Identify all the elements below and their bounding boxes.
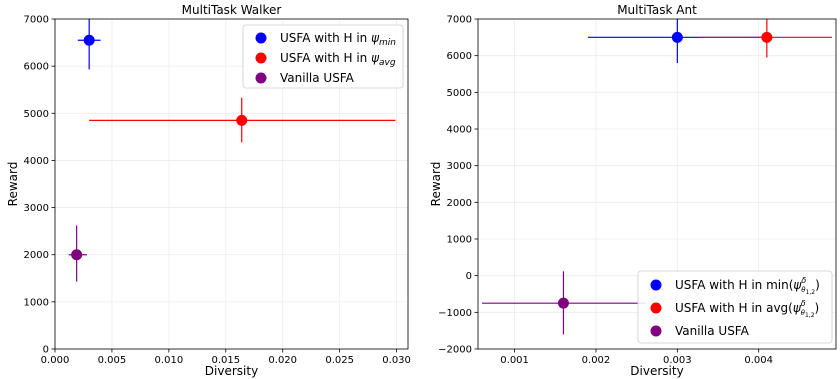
x-tick-label: 0.020 [268, 355, 297, 366]
ant-chart-panel: 0.001 0.002 0.003 0.004 −2000 −1000 0 1000 2000 3… [429, 3, 837, 378]
y-tick-label: 0 [466, 271, 472, 282]
y-tick-label: 3000 [24, 203, 49, 214]
y-tick-label: 6000 [447, 51, 472, 62]
x-tick-label: 0.010 [155, 355, 184, 366]
y-axis-label: Reward [6, 162, 20, 207]
y-tick-label: 0 [43, 345, 49, 356]
y-tick-label: 6000 [24, 62, 49, 73]
axes-frame [54, 18, 409, 350]
legend: USFA with H in ψmin USFA with H in ψavg Va… [242, 24, 404, 89]
legend-label: USFA with H in ψavg [280, 51, 396, 68]
chart-title: MultiTask Walker [182, 3, 282, 17]
x-tick-label: 0.002 [582, 355, 611, 366]
legend-label: USFA with H in avg(ψδ θ1,2) [675, 299, 819, 319]
legend-marker [650, 279, 662, 291]
legend-box [637, 270, 833, 344]
x-tick-label: 0.025 [325, 355, 354, 366]
legend-marker [650, 325, 662, 337]
x-tick-label: 0.005 [98, 355, 127, 366]
y-tick-label: −1000 [438, 308, 472, 319]
walker-chart-panel: 0.000 0.005 0.010 0.015 0.020 0.025 0.030 0 1000… [6, 3, 411, 378]
y-tick-label: −2000 [438, 345, 472, 356]
legend-label: USFA with H in min(ψδ θ1,2) [675, 276, 820, 296]
data-point [671, 31, 683, 43]
y-tick-label: 2000 [24, 250, 49, 261]
y-tick-label: 4000 [447, 125, 472, 136]
x-tick-label: 0.015 [211, 355, 240, 366]
legend-marker [255, 52, 267, 64]
x-tick-label: 0.001 [500, 355, 529, 366]
chart-title: MultiTask Ant [617, 3, 697, 17]
legend-marker [255, 32, 267, 44]
legend: USFA with H in min(ψδ θ1,2) USFA with H in… [637, 270, 833, 344]
x-tick-label: 0.003 [663, 355, 692, 366]
legend-marker [650, 302, 662, 314]
y-tick-label: 7000 [24, 15, 49, 26]
legend-label: Vanilla USFA [675, 324, 750, 338]
x-axis-label: Diversity [630, 364, 683, 378]
y-tick-label: 1000 [447, 235, 472, 246]
legend-label: Vanilla USFA [280, 71, 355, 85]
y-tick-label: 7000 [447, 15, 472, 26]
y-tick-label: 5000 [447, 88, 472, 99]
x-tick-label: 0.004 [744, 355, 773, 366]
y-tick-label: 2000 [447, 198, 472, 209]
y-axis-label: Reward [429, 162, 443, 207]
y-tick-label: 4000 [24, 156, 49, 167]
legend-box [242, 24, 404, 89]
y-tick-label: 5000 [24, 109, 49, 120]
axes-frame [477, 18, 837, 350]
y-tick-label: 1000 [24, 297, 49, 308]
data-point [236, 114, 248, 126]
legend-label: USFA with H in ψmin [280, 31, 396, 48]
data-point [71, 249, 83, 261]
x-tick-label: 0.000 [41, 355, 70, 366]
legend-marker [255, 72, 267, 84]
data-point [557, 297, 569, 309]
data-point [761, 31, 773, 43]
data-layer [482, 19, 832, 335]
y-tick-label: 3000 [447, 161, 472, 172]
data-layer [68, 19, 396, 282]
x-tick-label: 0.030 [382, 355, 411, 366]
x-axis-label: Diversity [205, 364, 258, 378]
data-point [83, 34, 95, 46]
